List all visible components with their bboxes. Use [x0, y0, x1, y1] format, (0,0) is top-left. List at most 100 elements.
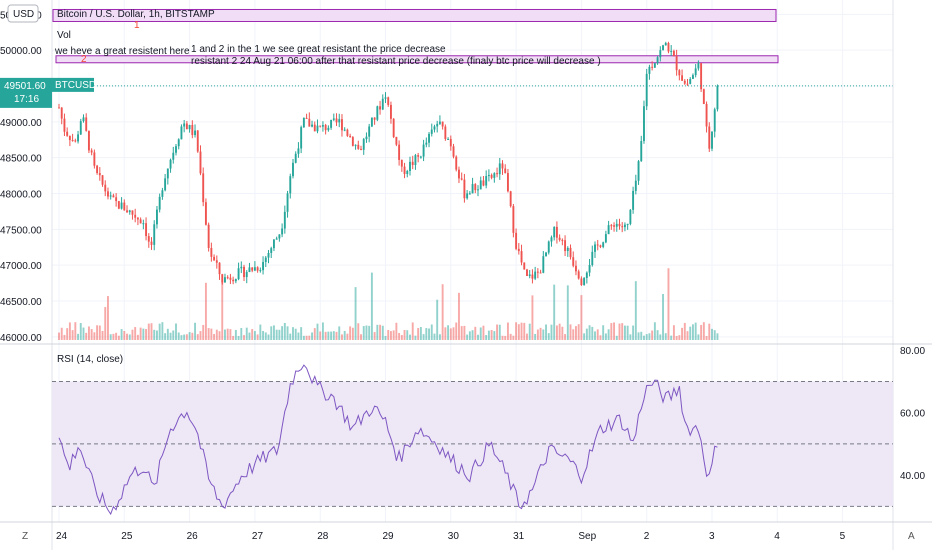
volume-bar — [602, 325, 605, 340]
volume-bar — [109, 334, 112, 340]
note-line-2[interactable]: resistant 2 24 Aug 21 06:00 after that r… — [191, 56, 601, 67]
candle-body — [196, 130, 199, 152]
volume-bar — [158, 323, 161, 340]
volume-bar — [398, 332, 401, 340]
candle-body — [384, 97, 387, 99]
volume-bar — [482, 325, 485, 340]
candle-body — [311, 124, 313, 127]
volume-bar — [547, 333, 550, 340]
candle-body — [506, 173, 509, 192]
volume-bar — [335, 331, 338, 340]
price-tag-box — [0, 77, 52, 108]
volume-bar — [444, 327, 447, 340]
candle-body — [204, 202, 207, 225]
candle-body — [455, 156, 458, 170]
volume-bar — [517, 324, 520, 340]
candle-body — [259, 270, 262, 272]
volume-bar — [164, 333, 167, 340]
candle-body — [226, 277, 229, 279]
volume-bar — [199, 331, 202, 340]
candle-body — [224, 277, 226, 283]
auto-scale-button[interactable]: A — [908, 531, 915, 542]
zoom-button[interactable]: Z — [22, 531, 28, 542]
time-tick-label: 30 — [448, 531, 460, 542]
note-line-1[interactable]: 1 and 2 in the 1 we see great resistant … — [191, 44, 446, 55]
volume-bar — [204, 282, 207, 340]
candle-body — [637, 161, 640, 181]
volume-bar — [681, 327, 684, 340]
volume-bar — [232, 335, 235, 340]
candle-body — [659, 50, 662, 58]
candle-body — [672, 50, 675, 57]
candle-body — [343, 129, 346, 131]
volume-bar — [553, 284, 556, 340]
resistance-zone-2[interactable] — [55, 55, 779, 64]
volume-bar — [139, 327, 142, 340]
candle-body — [150, 241, 153, 245]
candle-body — [66, 131, 69, 136]
candle-body — [528, 274, 531, 276]
volume-bar — [169, 332, 172, 340]
candle-body — [692, 75, 694, 79]
volume-bar — [656, 330, 659, 340]
volume-bar — [452, 327, 455, 340]
volume-bar — [645, 334, 648, 340]
candle-body — [104, 184, 107, 192]
volume-bar — [705, 335, 708, 340]
marker-1[interactable]: 1 — [134, 20, 140, 31]
candle-body — [534, 271, 537, 279]
candle-body — [613, 225, 616, 227]
candle-body — [128, 210, 131, 213]
candle-body — [585, 272, 588, 279]
currency-button[interactable] — [7, 4, 39, 23]
volume-bar — [490, 330, 493, 340]
volume-bar — [449, 328, 452, 340]
volume-bar — [487, 330, 490, 340]
time-axis[interactable]: 24 25 26 27 28 29 30 31 Sep 2 3 4 5 — [56, 531, 846, 542]
candle-body — [278, 234, 281, 239]
volume-bar — [79, 323, 82, 340]
volume-bar — [509, 333, 512, 340]
time-tick-label: 5 — [840, 531, 846, 542]
volume-bar — [618, 323, 621, 340]
candle-body — [555, 226, 558, 238]
volume-bar — [613, 322, 616, 340]
volume-bar — [460, 326, 463, 340]
candle-body — [115, 197, 118, 202]
candle-body — [286, 193, 289, 212]
candle-body — [90, 150, 93, 153]
volume-bar — [370, 272, 373, 340]
volume-bar — [466, 334, 469, 340]
volume-bar — [292, 327, 294, 340]
candle-body — [289, 176, 292, 194]
candle-body — [153, 224, 156, 245]
volume-bar — [498, 324, 501, 340]
volume-bar — [376, 324, 379, 340]
candle-body — [697, 63, 700, 69]
time-tick-label: 28 — [317, 531, 329, 542]
volume-bar — [332, 331, 335, 340]
candle-body — [564, 240, 567, 252]
volume-bar — [82, 327, 85, 340]
candle-body — [487, 174, 490, 177]
volume-bar — [251, 329, 254, 340]
candle-body — [283, 211, 286, 229]
rsi-axis[interactable]: 40.00 60.00 80.00 — [900, 346, 925, 482]
volume-bar — [188, 332, 191, 340]
candle-body — [362, 139, 365, 150]
note-left[interactable]: we heve a great resistent here — [54, 46, 190, 57]
price-tick-label: 47500.00 — [0, 225, 42, 236]
resistance-zone-1[interactable] — [52, 8, 777, 22]
volume-bar — [577, 324, 580, 340]
candle-body — [275, 238, 278, 240]
time-tick-label: 25 — [121, 531, 133, 542]
candle-body — [700, 63, 703, 90]
marker-2[interactable]: 2 — [81, 54, 87, 65]
candle-body — [292, 162, 294, 177]
volume-bar — [629, 334, 632, 340]
volume-bar — [131, 329, 134, 340]
candle-body — [272, 239, 275, 249]
volume-bar — [213, 334, 216, 340]
volume-bar — [409, 334, 411, 340]
